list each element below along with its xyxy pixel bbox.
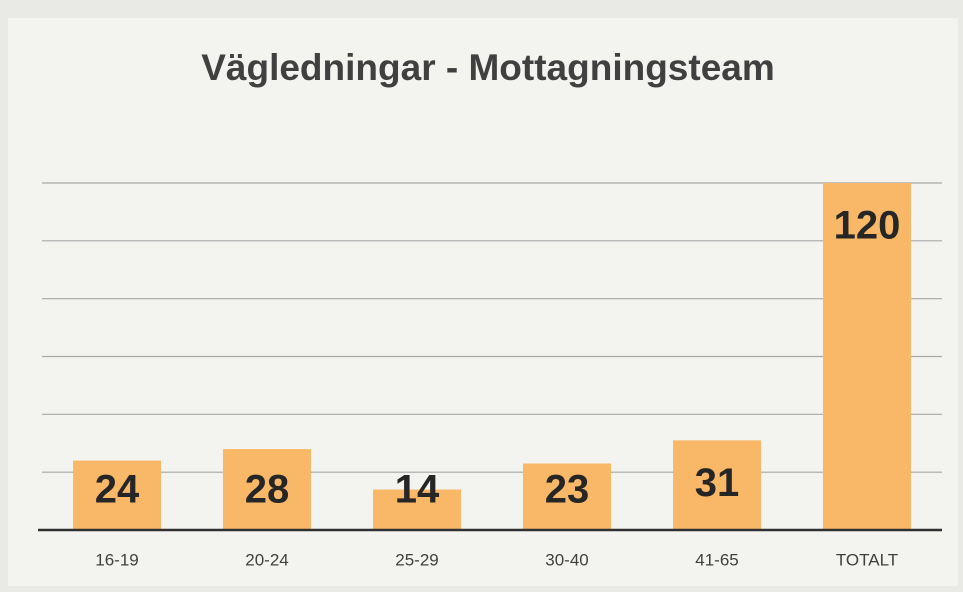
x-tick-label: TOTALT xyxy=(836,550,898,569)
data-label: 120 xyxy=(834,204,901,248)
bar xyxy=(823,183,911,530)
x-tick-label: 25-29 xyxy=(395,550,438,569)
data-label: 24 xyxy=(95,468,140,512)
chart-title: Vägledningar - Mottagningsteam xyxy=(201,47,775,88)
x-tick-label: 16-19 xyxy=(95,550,138,569)
slide xyxy=(8,18,958,586)
bar xyxy=(223,449,311,530)
x-tick-label: 20-24 xyxy=(245,550,288,569)
data-label: 14 xyxy=(395,468,440,512)
data-label: 28 xyxy=(245,468,290,512)
data-label: 23 xyxy=(545,468,590,512)
x-tick-label: 30-40 xyxy=(545,550,588,569)
bar xyxy=(673,440,761,530)
x-tick-label: 41-65 xyxy=(695,550,738,569)
bar xyxy=(373,489,461,530)
bar xyxy=(73,460,161,530)
bar xyxy=(523,463,611,530)
data-label: 31 xyxy=(695,461,740,505)
